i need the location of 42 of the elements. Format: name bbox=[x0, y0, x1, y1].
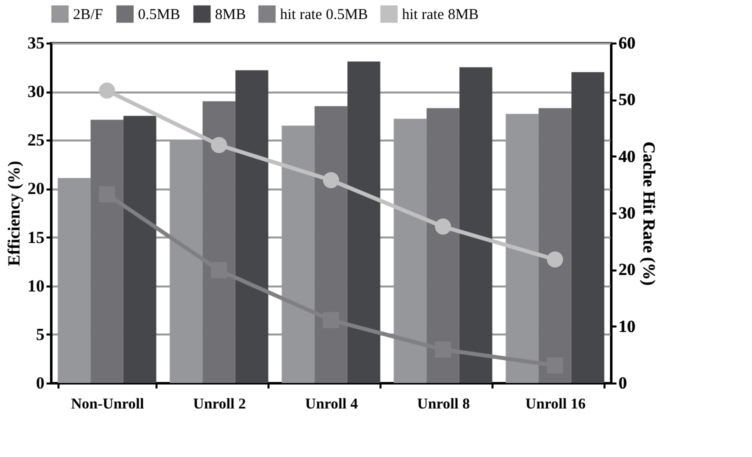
bar bbox=[314, 106, 348, 383]
y-tick-label: 5 bbox=[36, 324, 44, 344]
bar bbox=[90, 120, 124, 383]
y-tick-label: 10 bbox=[28, 276, 44, 296]
x-tick-label: Unroll 8 bbox=[417, 396, 470, 412]
y2-tick-label: 0 bbox=[618, 374, 627, 392]
y2-tick-label: 20 bbox=[618, 260, 636, 280]
point bbox=[434, 218, 452, 235]
bar bbox=[538, 108, 572, 383]
bar bbox=[123, 116, 156, 383]
y-tick-label: 20 bbox=[28, 179, 44, 198]
point bbox=[546, 251, 564, 268]
bar bbox=[459, 67, 492, 383]
y2-tick-label: 30 bbox=[618, 204, 636, 222]
y2-tick-label: 60 bbox=[618, 34, 636, 52]
y2-tick-label: 10 bbox=[618, 316, 636, 336]
bar bbox=[571, 72, 604, 383]
legend-label: 2B/F bbox=[73, 7, 104, 24]
y-tick-label: 15 bbox=[28, 228, 44, 247]
point bbox=[98, 82, 116, 99]
bar bbox=[202, 101, 236, 383]
x-tick-label: Unroll 2 bbox=[193, 396, 246, 412]
legend-label: 8MB bbox=[215, 7, 246, 24]
bar bbox=[347, 61, 380, 383]
y-axis-title: Efficiency (%) bbox=[4, 160, 24, 266]
legend-label: hit rate 0.5MB bbox=[280, 7, 368, 24]
y2-tick-label: 40 bbox=[618, 146, 636, 166]
bar bbox=[426, 108, 460, 383]
legend-label: hit rate 8MB bbox=[402, 7, 479, 24]
x-tick-label: Unroll 16 bbox=[525, 396, 586, 412]
legend-label: 0.5MB bbox=[138, 7, 180, 24]
y2-axis-title: Cache Hit Rate (%) bbox=[640, 142, 658, 286]
y-tick-label: 30 bbox=[28, 82, 44, 102]
y-tick-label: 25 bbox=[28, 130, 44, 150]
x-tick-label: Non-Unroll bbox=[70, 396, 144, 412]
x-tick-label: Unroll 4 bbox=[305, 396, 358, 412]
point bbox=[210, 136, 228, 154]
y-tick-label: 0 bbox=[36, 374, 44, 392]
y-tick-label: 35 bbox=[28, 34, 44, 52]
point bbox=[322, 172, 340, 188]
bar bbox=[235, 70, 268, 383]
y2-tick-label: 50 bbox=[618, 90, 636, 110]
